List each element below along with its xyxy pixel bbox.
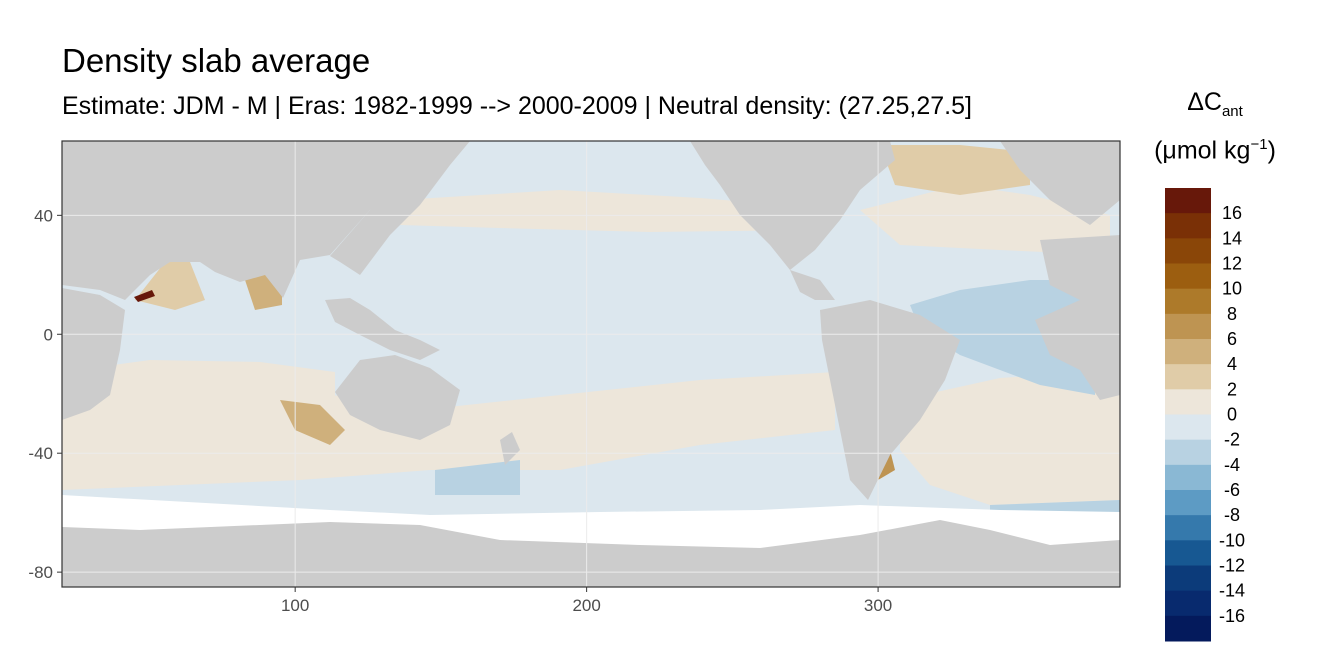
legend-unit-end: ) [1267,136,1276,165]
land-maritime-se-asia [325,298,440,360]
legend-title: ΔCant [1150,88,1280,120]
legend-swatch [1165,188,1211,214]
land-africa-east-wrap [1035,300,1120,400]
legend-swatch [1165,464,1211,491]
legend-swatch [1165,414,1211,441]
y-tick-label: -80 [28,563,53,582]
legend-label: 2 [1227,379,1237,399]
region-nordic-seas [880,145,1030,195]
land-australia [335,355,460,440]
legend-swatch [1165,263,1211,290]
chart-title: Density slab average [62,42,371,79]
region-red-sea-hotspot [134,290,155,302]
y-tick-label: 40 [34,206,53,225]
legend-swatch [1165,288,1211,315]
legend-swatch [1165,389,1211,415]
legend-label: -8 [1224,505,1240,525]
legend-label: -4 [1224,455,1240,475]
legend-label: 16 [1222,203,1242,223]
land-east-asia [330,141,470,275]
legend-swatch [1165,339,1211,365]
legend-swatch [1165,515,1211,541]
region-north-pacific [400,190,820,232]
land-africa-south [62,288,125,420]
legend-swatch [1165,238,1211,264]
land-greenland [1000,141,1120,225]
x-tick-label: 200 [572,596,600,615]
legend-label: 0 [1227,405,1237,425]
legend-swatch [1165,439,1211,466]
legend-label: -6 [1224,480,1240,500]
map-layer [62,141,1120,587]
legend-label: 6 [1227,329,1237,349]
legend-swatch [1165,313,1211,340]
legend-swatch [1165,540,1211,566]
legend-label: -2 [1224,430,1240,450]
land-antarctica [62,520,1120,587]
y-tick-label: 0 [44,325,53,344]
legend-label: 8 [1227,304,1237,324]
legend-label: -12 [1219,556,1245,576]
chart-subtitle: Estimate: JDM - M | Eras: 1982-1999 --> … [62,92,972,120]
legend-unit-base: (μmol kg [1154,136,1251,165]
land-europe-east [1040,235,1120,300]
region-arabian-sea [135,262,205,310]
region-north-atlantic [860,185,1110,255]
region-south-indian [62,360,335,435]
land-central-america [790,270,835,300]
region-south-atlantic [900,370,1120,505]
legend-title-sub: ant [1221,103,1243,120]
y-tick-label: -40 [28,444,53,463]
land-new-zealand [500,432,520,465]
legend-label: 12 [1222,254,1242,274]
legend-swatch [1165,565,1211,592]
region-sw-pacific [435,460,520,495]
land-africa-eurasia-west [62,141,400,300]
panel-border [61,140,1121,588]
legend-label: -14 [1219,581,1245,601]
land-north-america [690,141,895,270]
legend-unit-sup: −1 [1250,136,1268,153]
legend-swatch [1165,490,1211,516]
legend-label: -10 [1219,530,1245,550]
legend-label: 4 [1227,354,1237,374]
land-south-america [820,300,960,500]
region-tropical-atlantic [910,280,1095,395]
legend-swatch [1165,364,1211,390]
legend-label: 10 [1222,279,1242,299]
x-tick-label: 100 [281,596,309,615]
legend-swatch [1165,213,1211,239]
legend-swatch [1165,590,1211,617]
region-southern-band [62,372,835,490]
legend-swatch [1165,615,1211,642]
legend-label: 14 [1222,228,1242,248]
x-tick-label: 300 [864,596,892,615]
legend-unit: (μmol kg−1) [1150,136,1280,165]
region-agulhas [280,400,345,445]
legend-label: -16 [1219,606,1245,626]
legend-title-main: ΔC [1187,88,1222,116]
